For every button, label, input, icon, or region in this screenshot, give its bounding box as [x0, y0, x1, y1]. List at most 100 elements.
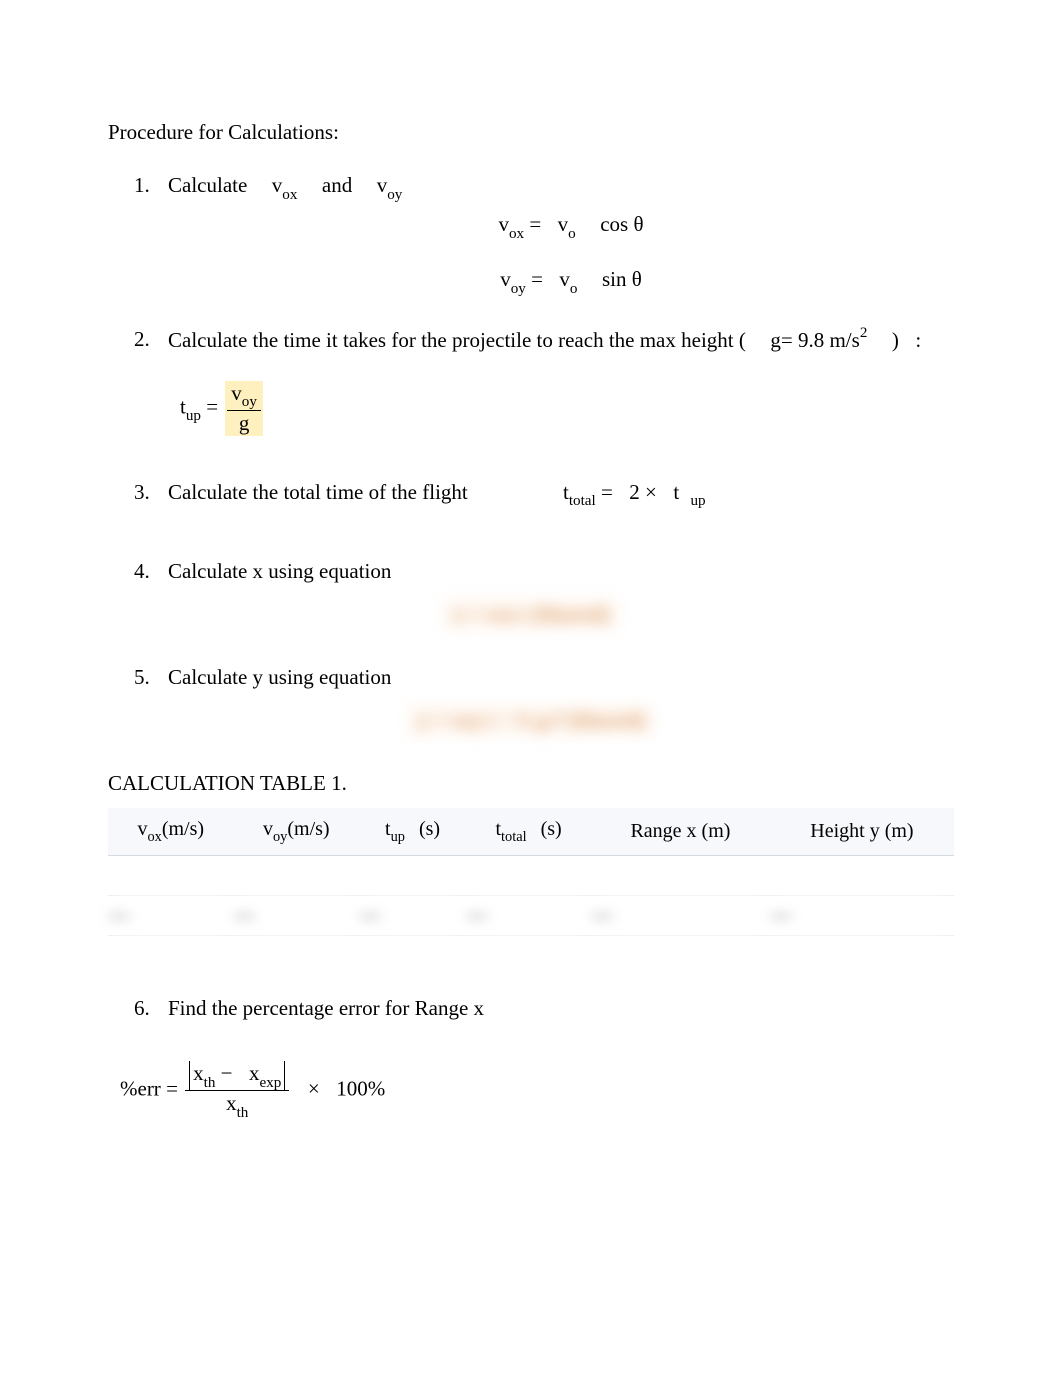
step-4-text: Calculate x using equation — [168, 559, 954, 584]
col-tup: tup(s) — [359, 808, 466, 856]
colon: : — [915, 328, 921, 352]
blurred-content: x = vox t (blurred) — [443, 598, 618, 630]
step-2: 2. Calculate the time it takes for the p… — [108, 327, 954, 436]
equals: = — [531, 267, 543, 291]
lhs: %err — [120, 1076, 161, 1100]
equals: = — [781, 328, 793, 352]
cell — [466, 855, 591, 895]
cell — [108, 855, 234, 895]
sub: ox — [282, 187, 297, 203]
step-4-line: 4. Calculate x using equation — [108, 559, 954, 584]
sub: ox — [509, 226, 524, 242]
col-ttotal: ttotal(s) — [466, 808, 591, 856]
numerator: voy — [227, 381, 261, 410]
sub: o — [570, 281, 578, 297]
cell: — — [770, 895, 954, 935]
fraction: xth − xexp xth — [185, 1061, 289, 1120]
denominator: g — [227, 410, 261, 436]
step-number: 3. — [134, 480, 168, 505]
equation-percent-error: %err = xth − xexp xth × 100% — [108, 1061, 954, 1120]
section-heading: Procedure for Calculations: — [108, 120, 954, 145]
col-range: Range x (m) — [591, 808, 770, 856]
col-vox: vox(m/s) — [108, 808, 234, 856]
step-number: 6. — [134, 996, 168, 1021]
denominator: xth — [185, 1090, 289, 1120]
step-4: 4. Calculate x using equation x = vox t … — [108, 559, 954, 627]
t: t — [673, 480, 679, 504]
unit-s: s — [852, 328, 860, 352]
equals: = — [206, 394, 218, 418]
step-6-text: Find the percentage error for Range x — [168, 996, 954, 1021]
table-row — [108, 855, 954, 895]
cell: — — [234, 895, 360, 935]
col-voy: voy(m/s) — [234, 808, 360, 856]
table-title: CALCULATION TABLE 1. — [108, 771, 954, 796]
cell: — — [466, 895, 591, 935]
text: Calculate the time it takes for the proj… — [168, 328, 746, 352]
hundred-percent: 100% — [336, 1076, 385, 1100]
step-5-text: Calculate y using equation — [168, 665, 954, 690]
step-number: 2. — [134, 327, 168, 352]
step-3: 3. Calculate the total time of the fligh… — [108, 480, 954, 509]
v: v — [231, 381, 242, 405]
step-number: 4. — [134, 559, 168, 584]
step-1-line: 1. Calculate vox and voy — [108, 173, 954, 202]
sub: oy — [511, 281, 526, 297]
step-6: 6. Find the percentage error for Range x — [108, 996, 954, 1021]
cell — [359, 855, 466, 895]
text: Calculate the total time of the flight — [168, 480, 468, 504]
cell: — — [591, 895, 770, 935]
v: v — [559, 267, 570, 291]
close-paren: ) — [892, 328, 899, 352]
sub: o — [568, 226, 576, 242]
step-5-line: 5. Calculate y using equation — [108, 665, 954, 690]
cell — [770, 855, 954, 895]
cell: — — [108, 895, 234, 935]
fraction-highlight: voy g — [225, 381, 263, 436]
times: × — [645, 480, 657, 504]
g-value: 9.8 — [798, 328, 824, 352]
page: Procedure for Calculations: 1. Calculate… — [0, 0, 1062, 1120]
v: v — [498, 212, 509, 236]
step-2-text: Calculate the time it takes for the proj… — [168, 327, 954, 353]
sub: oy — [242, 394, 257, 410]
absolute-value: xth − xexp — [189, 1061, 285, 1090]
table-header-row: vox(m/s) voy(m/s) tup(s) ttotal(s) Range… — [108, 808, 954, 856]
blurred-equation-y: y = voy t − ½ g t² (blurred) — [108, 708, 954, 733]
step-3-line: 3. Calculate the total time of the fligh… — [108, 480, 954, 509]
col-height: Height y (m) — [770, 808, 954, 856]
sub: total — [569, 493, 596, 509]
sub: oy — [387, 187, 402, 203]
equation-vox: vox = vo cos θ — [188, 212, 954, 241]
blurred-content: y = voy t − ½ g t² (blurred) — [408, 704, 655, 736]
g-var: g — [770, 328, 781, 352]
numerator: xth − xexp — [185, 1061, 289, 1090]
blurred-equation-x: x = vox t (blurred) — [108, 602, 954, 627]
step-6-line: 6. Find the percentage error for Range x — [108, 996, 954, 1021]
cell: — — [359, 895, 466, 935]
equals: = — [166, 1076, 178, 1100]
var-voy: v — [377, 173, 388, 197]
cell — [591, 855, 770, 895]
step-1-text: Calculate vox and voy — [168, 173, 954, 202]
step-number: 5. — [134, 665, 168, 690]
step-3-text: Calculate the total time of the flight t… — [168, 480, 954, 509]
table-row-blurred: — — — — — — — [108, 895, 954, 935]
t: t — [563, 480, 569, 504]
unit-m: m — [829, 328, 845, 352]
cos-theta: cos θ — [600, 212, 643, 236]
equation-tup: tup = voy g — [108, 381, 954, 436]
equation-ttotal: ttotal = 2 × t up — [563, 480, 706, 509]
calculation-table: vox(m/s) voy(m/s) tup(s) ttotal(s) Range… — [108, 808, 954, 936]
two: 2 — [629, 480, 640, 504]
var-vox: v — [272, 173, 283, 197]
t: t — [180, 394, 186, 418]
step-2-line: 2. Calculate the time it takes for the p… — [108, 327, 954, 353]
equation-voy: voy = vo sin θ — [188, 267, 954, 296]
v: v — [558, 212, 569, 236]
step-5: 5. Calculate y using equation y = voy t … — [108, 665, 954, 733]
equals: = — [529, 212, 541, 236]
equals: = — [601, 480, 613, 504]
step-number: 1. — [134, 173, 168, 198]
sub: up — [186, 408, 201, 424]
